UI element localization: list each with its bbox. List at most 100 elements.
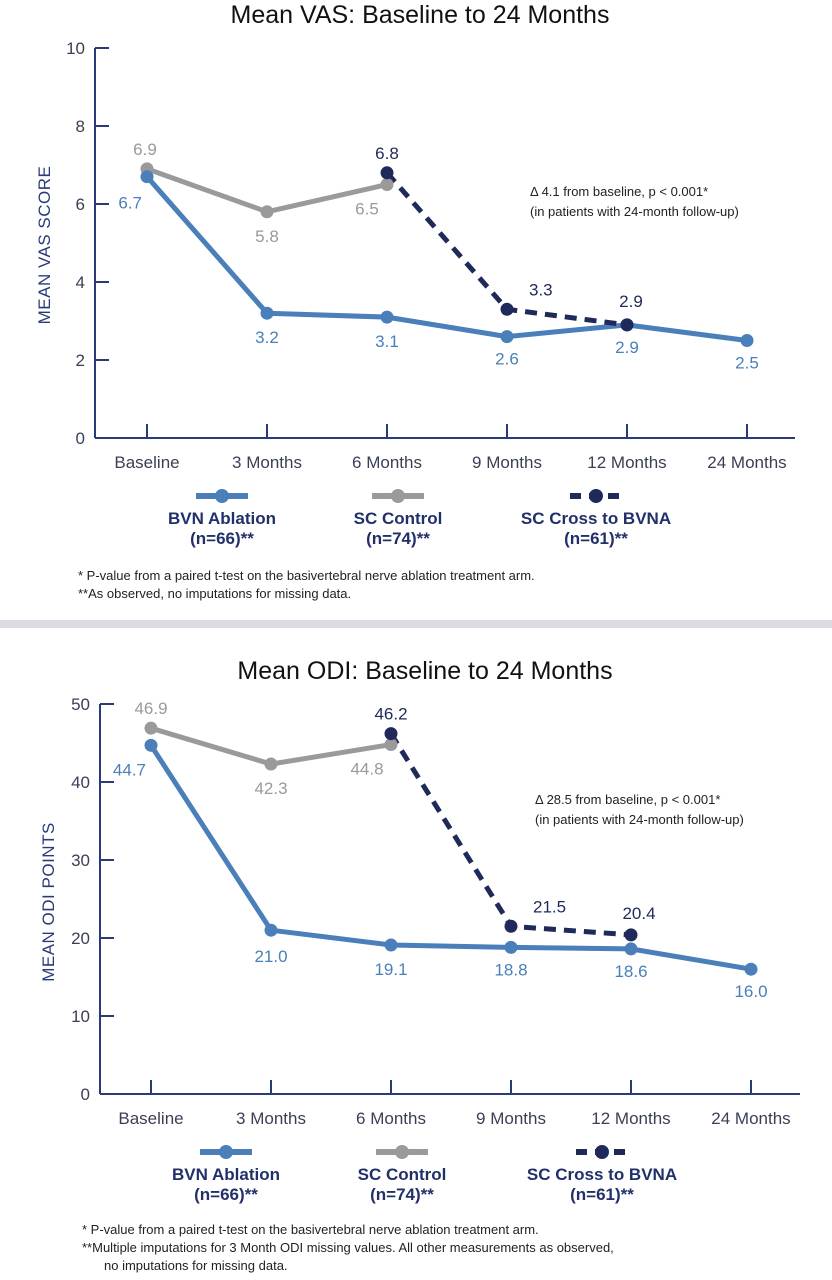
footnote: **As observed, no imputations for missin… [78,586,351,601]
x-tick-label: 12 Months [591,1109,670,1128]
legend: BVN Ablation(n=66)** SC Control(n=74)** SC… [172,1145,677,1204]
y-tick-label: 30 [71,851,90,870]
annotation: Δ 4.1 from baseline, p < 0.001* (in pati… [530,184,739,219]
data-point-sc [264,757,278,771]
data-label-bvn: 2.5 [735,354,759,373]
series-line-bvn [145,175,748,343]
y-tick-label: 6 [76,195,85,214]
data-label-bvn: 2.9 [615,338,639,357]
data-label-sc: 6.5 [355,200,379,219]
data-point-bvn [744,962,758,976]
data-point-bvn [500,330,514,344]
chart-title: Mean ODI: Baseline to 24 Months [237,657,612,685]
data-point-bvn [740,334,754,347]
data-label-bvn: 18.8 [494,960,527,979]
data-label-bvn: 3.1 [375,332,399,351]
y-tick-label: 0 [81,1085,90,1104]
data-point-cross [624,928,638,942]
y-tick-label: 8 [76,117,85,136]
annotation-line: (in patients with 24-month follow-up) [535,812,744,827]
y-axis-label: MEAN ODI POINTS [39,822,58,982]
odi-chart-panel: Mean ODI: Baseline to 24 Months MEAN ODI… [0,624,832,1280]
series-line-bvn [148,743,752,972]
data-label-bvn: 21.0 [254,947,287,966]
legend-label: (n=61)** [570,1185,634,1204]
data-label-sc: 42.3 [254,779,287,798]
data-point-cross [620,318,634,332]
legend-label: (n=66)** [194,1185,258,1204]
y-axis-label: MEAN VAS SCORE [35,166,54,325]
legend-marker-cross [589,489,603,503]
legend: BVN Ablation(n=66)** SC Control(n=74)** SC… [168,489,671,548]
data-point-cross [504,919,518,933]
data-point-bvn [504,940,518,954]
data-label-cross: 21.5 [533,897,566,916]
x-tick-label: 3 Months [236,1109,306,1128]
legend-label: SC Control [354,509,443,528]
data-label-cross: 20.4 [622,904,655,923]
panel-divider [0,620,832,628]
data-label-bvn: 44.7 [113,760,146,779]
y-tick-label: 2 [76,351,85,370]
data-label-sc: 46.9 [134,699,167,718]
x-tick-label: 24 Months [707,453,786,472]
y-tick-label: 40 [71,773,90,792]
annotation-line: Δ 4.1 from baseline, p < 0.001* [530,184,708,199]
legend-marker-cross [595,1145,609,1159]
x-tick-label: Baseline [114,453,179,472]
y-tick-label: 10 [66,39,85,58]
annotation: Δ 28.5 from baseline, p < 0.001* (in pat… [535,792,744,827]
data-point-bvn [144,738,158,752]
y-tick-label: 0 [76,429,85,448]
data-label-bvn: 3.2 [255,328,279,347]
data-point-sc [144,721,158,735]
legend-label: SC Cross to BVNA [521,509,671,528]
data-point-sc [260,205,274,219]
x-tick-label: 24 Months [711,1109,790,1128]
x-tick-label: Baseline [118,1109,183,1128]
legend-label: SC Cross to BVNA [527,1165,677,1184]
data-point-bvn [384,938,398,952]
series-line-cross [388,732,632,938]
y-tick-label: 50 [71,695,90,714]
legend-label: (n=66)** [190,529,254,548]
legend-label: (n=74)** [370,1185,434,1204]
legend-marker-bvn [219,1145,233,1159]
footnote: **Multiple imputations for 3 Month ODI m… [82,1240,614,1255]
plot-area: 0 10 20 30 40 50 Baseline 3 Months 6 Months 9 Mon… [71,695,800,1128]
footnote: * P-value from a paired t-test on the ba… [82,1222,539,1237]
data-point-bvn [140,170,154,184]
odi-chart: Mean ODI: Baseline to 24 Months MEAN ODI… [39,657,800,1273]
data-label-sc: 44.8 [350,760,383,779]
annotation-line: (in patients with 24-month follow-up) [530,204,739,219]
data-label-cross: 46.2 [374,705,407,724]
data-point-bvn [624,942,638,956]
data-point-bvn [260,306,274,320]
chart-title: Mean VAS: Baseline to 24 Months [231,1,610,29]
y-tick-label: 10 [71,1007,90,1026]
data-label-bvn: 6.7 [118,194,142,213]
data-label-sc: 6.9 [133,140,157,159]
legend-label: (n=61)** [564,529,628,548]
data-label-bvn: 18.6 [614,962,647,981]
x-tick-label: 9 Months [476,1109,546,1128]
footnotes: * P-value from a paired t-test on the ba… [82,1222,614,1273]
data-label-cross: 3.3 [529,280,553,299]
vas-chart-panel: Mean VAS: Baseline to 24 Months MEAN VAS… [0,0,832,624]
x-tick-label: 3 Months [232,453,302,472]
vas-chart: Mean VAS: Baseline to 24 Months MEAN VAS… [35,1,795,601]
y-tick-label: 4 [76,273,85,292]
data-label-cross: 2.9 [619,292,643,311]
footnote: no imputations for missing data. [104,1258,288,1273]
data-point-cross [384,727,398,741]
footnote: * P-value from a paired t-test on the ba… [78,568,535,583]
x-tick-label: 12 Months [587,453,666,472]
x-tick-label: 6 Months [352,453,422,472]
legend-label: BVN Ablation [168,509,276,528]
y-tick-label: 20 [71,929,90,948]
legend-marker-sc [395,1145,409,1159]
legend-marker-bvn [215,489,229,503]
plot-area: 0 2 4 6 8 10 Baseline 3 Months 6 Months 9 Months 1… [66,39,795,472]
legend-marker-sc [391,489,405,503]
data-point-bvn [264,923,278,937]
